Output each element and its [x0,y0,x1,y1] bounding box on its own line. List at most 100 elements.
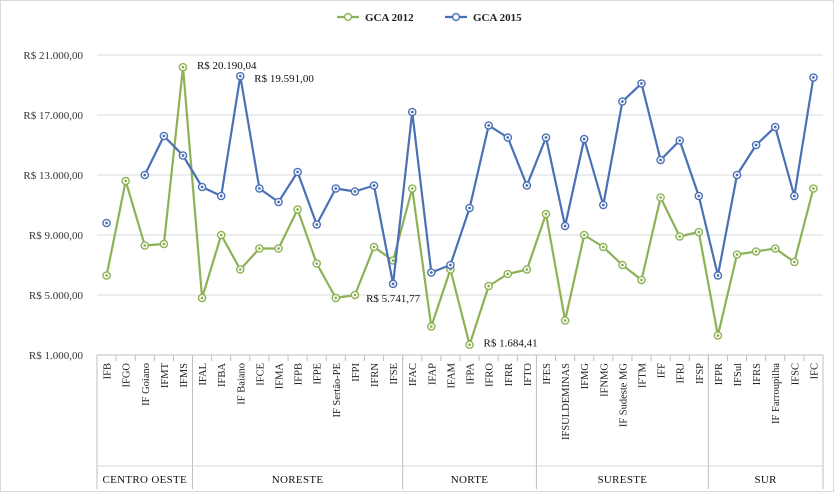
data-label: R$ 19.591,00 [254,73,314,85]
x-category-label: IFMA [275,363,286,390]
x-category-label: IFAP [427,363,438,385]
data-point-core [296,208,300,211]
group-label: NORTE [451,474,489,486]
x-category-label: IFES [542,363,553,385]
data-point-core [277,200,280,204]
data-point-core [391,259,395,262]
x-category-label: IFMG [580,363,591,390]
data-point-core [410,187,414,190]
data-point-core [429,325,433,328]
data-point-core [257,187,261,190]
data-point-core [105,221,108,225]
y-tick-label: R$ 21.000,00 [23,50,83,62]
data-point-core [219,233,223,237]
data-label: R$ 20.190,04 [197,60,257,72]
data-point-core [678,139,682,142]
data-point-core [296,170,300,174]
data-point-core [678,235,682,238]
x-category-label: IFSul [733,363,744,386]
data-point-core [601,203,605,207]
data-point-core [773,247,777,250]
data-point-core [334,296,338,300]
data-point-core [410,110,414,114]
data-point-core [468,343,471,347]
data-label: R$ 1.684,41 [484,338,538,350]
x-category-label: IFTO [523,363,534,387]
data-point-core [315,262,319,265]
data-point-core [200,185,204,189]
legend-marker [451,12,461,22]
data-point-core [200,296,204,300]
data-point-core [162,242,166,246]
x-category-label: IFGO [122,363,133,388]
x-category-label: IF Sudeste MG [618,363,629,428]
data-point-core [162,134,166,138]
x-category-label: IFPR [714,363,725,385]
x-category-label: IFCE [255,363,266,386]
legend-marker [343,12,353,22]
data-point-core [391,282,395,286]
x-category-label: IFSULDEMINAS [561,363,572,440]
x-category-label: IFF [657,363,668,378]
data-point-core [563,319,567,322]
group-label: CENTRO OESTE [102,474,187,486]
data-point-core [124,179,128,183]
data-point-core [449,263,452,267]
x-category-label: IFRN [370,363,381,387]
data-point-core [219,194,223,198]
data-point-core [487,284,491,288]
data-point-core [257,247,261,250]
data-point-core [659,158,663,162]
series-line [105,66,815,346]
x-category-label: IFSE [389,363,400,385]
data-point-core [105,274,108,277]
x-category-label: IF Sertão-PE [332,363,343,418]
x-category-label: IF Farroupilha [771,363,782,424]
data-point-core [238,74,242,78]
data-point-core [754,143,758,147]
series-line [143,75,815,285]
data-point-core [640,82,643,85]
x-category-label: IFNMG [599,363,610,397]
x-category-label: IFMT [160,362,171,388]
data-point-core [353,190,357,193]
group-label: SUR [755,474,778,486]
x-category-label: IFAM [446,362,457,388]
x-category-label: IFB [103,363,114,379]
x-category-label: IFPE [313,363,324,385]
data-point-core [468,206,471,210]
series-layer [102,62,818,350]
x-category-label: IFSC [790,363,801,385]
data-point-core [620,263,624,267]
y-axis: R$ 1.000,00 R$ 5.000,00 R$ 9.000,00 R$ 13.0… [23,50,83,362]
x-category-label: IFRS [752,363,763,385]
legend: GCA 2012 GCA 2015 [337,12,522,24]
data-point-core [716,334,720,337]
x-category-label: IFSP [695,363,706,384]
data-point-core [525,268,529,271]
data-point-core [754,250,758,253]
x-category-label: IFAC [408,363,419,386]
data-point-core [277,247,280,250]
legend-item: GCA 2012 [337,12,414,24]
data-point-core [582,137,586,141]
legend-item: GCA 2015 [445,12,522,24]
data-point-core [525,184,529,187]
data-point-core [716,274,720,277]
y-tick-label: R$ 9.000,00 [29,230,84,242]
x-category-label: IFRJ [676,363,687,383]
data-point-core [812,76,815,79]
data-point-core [544,212,548,216]
x-category-label: IFPA [466,363,477,385]
x-category-label: IFBA [217,363,228,387]
y-tick-label: R$ 1.000,00 [29,350,84,362]
data-point-core [601,245,605,249]
x-category-label: IF Baiano [236,363,247,405]
x-category-label: IFAL [198,363,209,386]
data-point-core [315,223,319,226]
y-tick-label: R$ 13.000,00 [23,170,83,182]
data-point-core [735,253,739,256]
data-point-core [506,272,510,276]
